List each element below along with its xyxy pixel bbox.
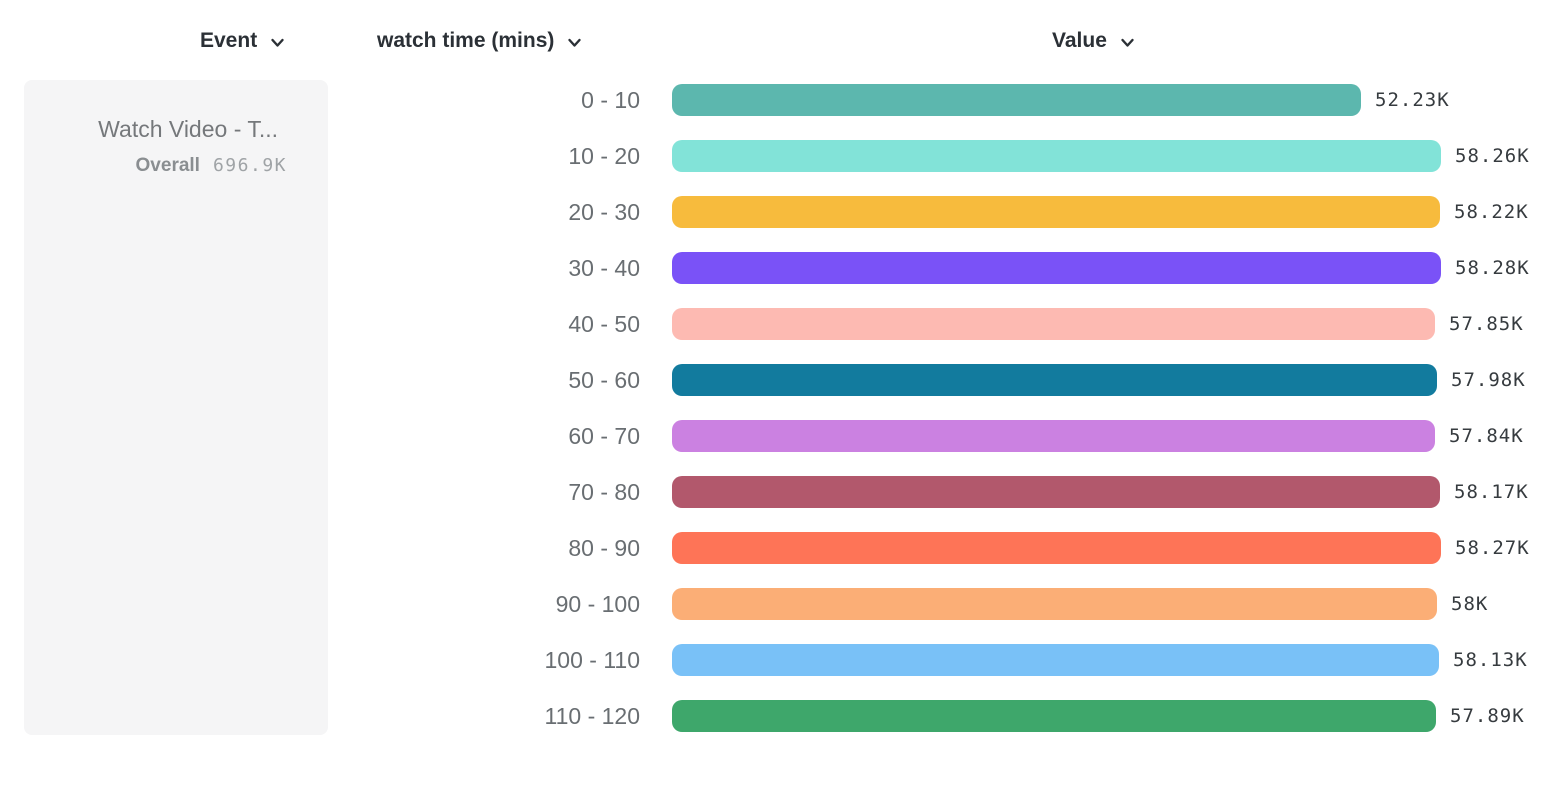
value-label: 57.85K (1449, 313, 1524, 335)
chart-row: 0 - 10 52.23K (0, 72, 1568, 128)
column-header-watch-time-label: watch time (mins) (377, 29, 555, 52)
chart-row: 80 - 90 58.27K (0, 520, 1568, 576)
category-label: 90 - 100 (555, 590, 640, 617)
category-label: 0 - 10 (581, 86, 640, 113)
chart-row: 10 - 20 58.26K (0, 128, 1568, 184)
chevron-down-icon (269, 34, 286, 51)
category-label: 70 - 80 (568, 478, 640, 505)
category-label: 10 - 20 (568, 142, 640, 169)
category-label: 80 - 90 (568, 534, 640, 561)
category-label: 110 - 120 (544, 702, 640, 729)
category-label: 40 - 50 (568, 310, 640, 337)
value-label: 57.89K (1450, 705, 1525, 727)
bar[interactable] (672, 476, 1440, 508)
value-label: 57.84K (1449, 425, 1524, 447)
chevron-down-icon (1119, 34, 1136, 51)
chart-row: 60 - 70 57.84K (0, 408, 1568, 464)
value-label: 58.13K (1453, 649, 1528, 671)
category-label: 100 - 110 (544, 646, 640, 673)
chart-row: 110 - 120 57.89K (0, 688, 1568, 744)
chart-row: 90 - 100 58K (0, 576, 1568, 632)
chart-row: 50 - 60 57.98K (0, 352, 1568, 408)
value-label: 52.23K (1375, 89, 1450, 111)
chart-row: 70 - 80 58.17K (0, 464, 1568, 520)
category-label: 30 - 40 (568, 254, 640, 281)
category-label: 50 - 60 (568, 366, 640, 393)
category-label: 60 - 70 (568, 422, 640, 449)
chart-row: 100 - 110 58.13K (0, 632, 1568, 688)
event-name: Watch Video - T... (98, 116, 278, 142)
value-label: 58.22K (1454, 201, 1529, 223)
value-label: 57.98K (1451, 369, 1526, 391)
chart-row: 20 - 30 58.22K (0, 184, 1568, 240)
column-header-event[interactable]: Event (200, 29, 286, 53)
chart-row: 30 - 40 58.28K (0, 240, 1568, 296)
chevron-down-icon (566, 34, 583, 51)
bar[interactable] (672, 420, 1435, 452)
event-overall: Overall 696.9K (136, 155, 287, 177)
column-header-value[interactable]: Value (1052, 29, 1136, 53)
chart: 0 - 10 52.23K 10 - 20 58.26K 20 - 30 58.… (0, 72, 1568, 744)
bar[interactable] (672, 252, 1441, 284)
chart-row: 40 - 50 57.85K (0, 296, 1568, 352)
overall-value: 696.9K (212, 155, 287, 176)
value-label: 58.27K (1455, 537, 1530, 559)
column-header-watch-time[interactable]: watch time (mins) (377, 29, 583, 53)
bar[interactable] (672, 644, 1439, 676)
bar[interactable] (672, 364, 1437, 396)
value-label: 58.28K (1455, 257, 1530, 279)
value-label: 58.17K (1454, 481, 1529, 503)
bar[interactable] (672, 588, 1437, 620)
column-header-event-label: Event (200, 29, 258, 52)
column-header-value-label: Value (1052, 29, 1107, 52)
category-label: 20 - 30 (568, 198, 640, 225)
bar[interactable] (672, 84, 1361, 116)
value-label: 58.26K (1455, 145, 1530, 167)
bar[interactable] (672, 308, 1435, 340)
event-card[interactable]: Watch Video - T... Overall 696.9K (24, 80, 328, 735)
bar[interactable] (672, 700, 1436, 732)
bar[interactable] (672, 532, 1441, 564)
overall-label: Overall (135, 155, 200, 176)
bar[interactable] (672, 140, 1441, 172)
bar[interactable] (672, 196, 1440, 228)
value-label: 58K (1451, 593, 1489, 615)
